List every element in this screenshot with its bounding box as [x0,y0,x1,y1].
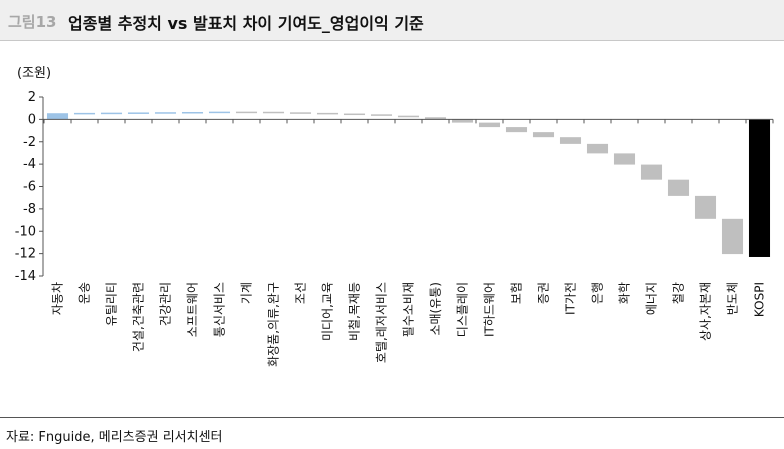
category-label: IT가전 [564,282,578,315]
category-label: 유틸리티 [105,282,119,326]
category-label: 보험 [510,282,524,304]
y-tick-label: -10 [15,224,36,239]
bar [424,117,447,120]
bar [343,113,366,116]
bar [532,132,555,138]
y-tick-label: -12 [15,247,36,262]
y-tick-label: 0 [28,112,36,127]
category-label: 은행 [590,282,605,304]
category-label: 필수소비재 [402,282,416,337]
bar [613,153,636,165]
category-label: 운송 [78,282,92,304]
bar [748,119,771,257]
category-label: 통신서비스 [213,282,227,337]
source-note: 자료: Fnguide, 메리츠증권 리서치센터 [6,430,223,445]
bar [640,164,663,180]
category-label: 미디어,교육 [321,282,335,341]
category-label: 건강관리 [159,282,173,326]
category-label: 건설,건축관련 [132,282,146,352]
bar [181,111,204,114]
category-label: 기계 [240,282,254,304]
figure-header: 그림13 업종별 추정치 vs 발표치 차이 기여도_영업이익 기준 [0,0,784,41]
category-label: 디스플레이 [456,282,470,337]
bar [235,111,258,114]
y-tick-label: -6 [23,180,36,195]
bar [721,218,744,255]
figure-title: 업종별 추정치 vs 발표치 차이 기여도_영업이익 기준 [68,14,424,33]
y-tick-label: -8 [23,202,36,217]
bar [208,111,231,114]
category-label: 상사,자본재 [699,282,713,341]
category-label: 화학 [618,282,632,304]
category-label: 소매(유통) [429,282,443,336]
category-label: 반도체 [726,282,740,315]
footer-divider [0,417,784,418]
waterfall-chart: 2 0 -2 -4 -6 -8 -10 -12 -14 자동차 운송 유틸리티 건설,건축관련 건강관리 소… [15,90,774,367]
category-label: 비철,목재등 [348,282,362,341]
category-label: 철강 [672,282,686,304]
y-tick-label: -14 [15,269,36,284]
bar [154,112,177,114]
bar [397,115,420,118]
category-label: 호텔,레저서비스 [375,282,389,363]
category-label: 소프트웨어 [186,282,200,337]
bar [289,112,312,114]
bar [586,143,609,154]
bar [316,112,339,115]
category-label: 조선 [294,282,308,304]
y-axis-unit: (조원) [17,66,52,81]
category-label: 에너지 [645,282,659,315]
category-label: IT하드웨어 [483,282,497,337]
bar [262,111,285,114]
bar [478,122,501,128]
bar [667,179,690,196]
bar [505,127,528,133]
bar [694,195,717,219]
bar [127,112,150,114]
y-tick-label: 2 [28,90,36,105]
bar [73,112,96,115]
bar [559,137,582,144]
category-label: KOSPI [753,282,767,317]
bar [46,113,69,120]
figure-label: 그림13 [8,13,57,31]
category-label: 자동차 [51,282,65,315]
category-label: 화장품,의류,완구 [267,282,281,367]
y-tick-label: -4 [23,157,36,172]
bar [451,119,474,123]
y-tick-label: -2 [23,135,36,150]
bar [370,114,393,116]
category-label: 증권 [537,282,551,304]
bar [100,112,123,115]
